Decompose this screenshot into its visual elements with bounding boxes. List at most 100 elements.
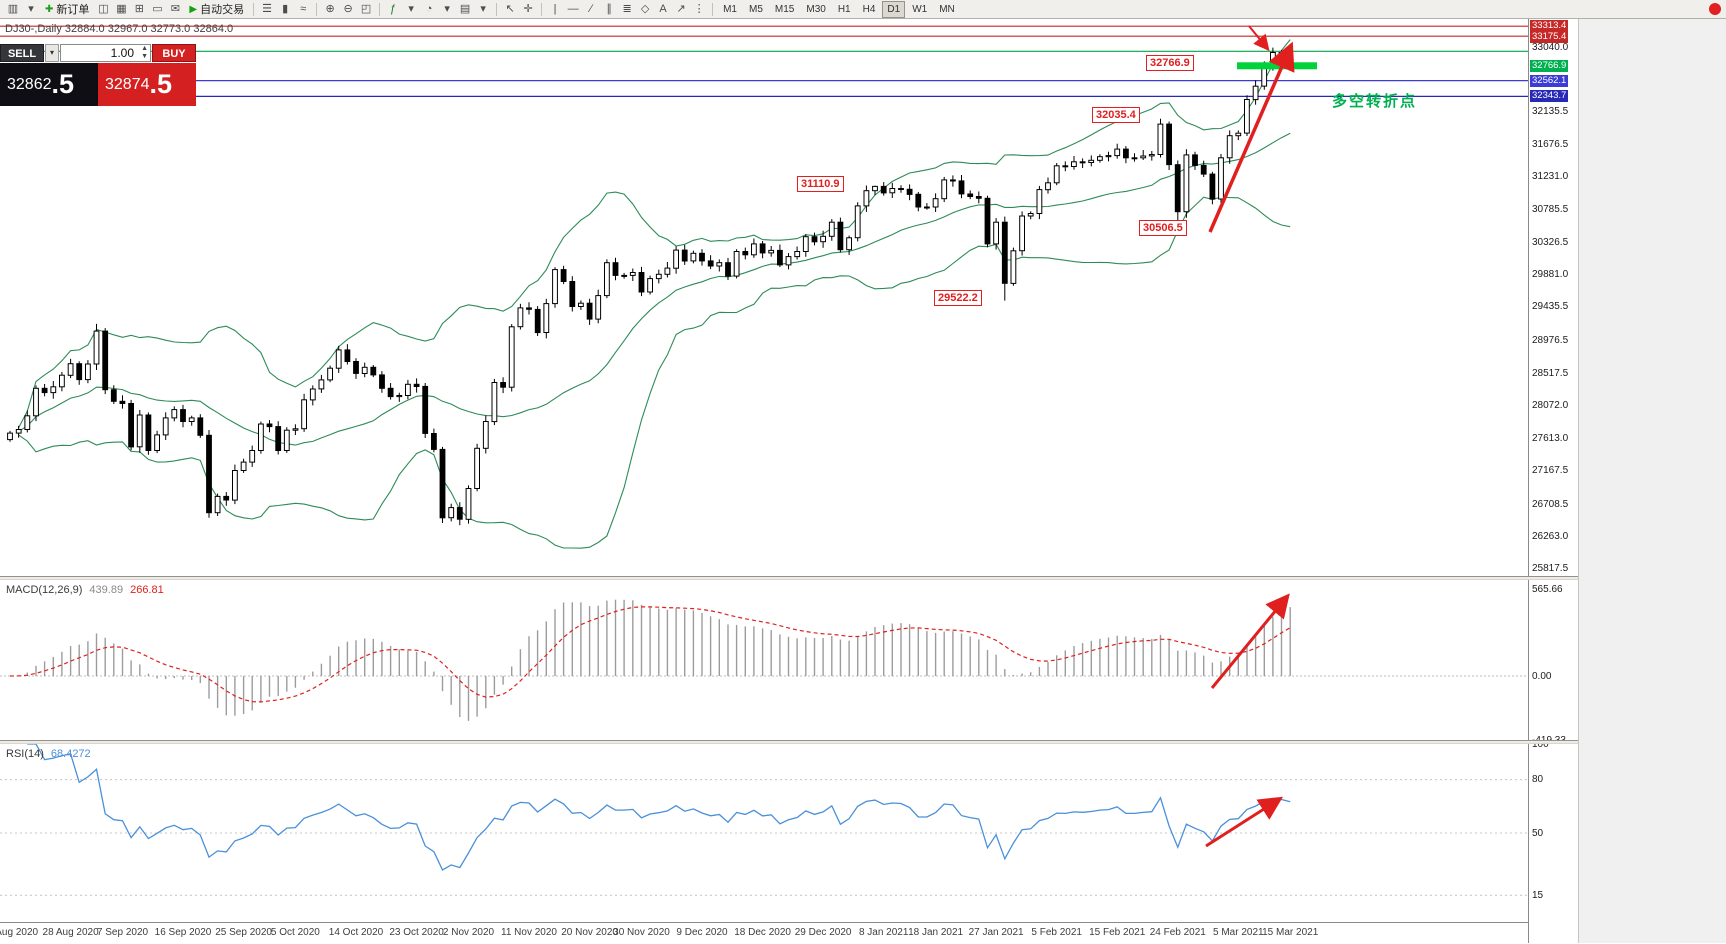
rsi-label: RSI(14) 68.4272 — [6, 748, 91, 760]
sell-button[interactable]: SELL — [0, 44, 44, 62]
terminal-icon[interactable]: ▭ — [152, 3, 163, 15]
toolbar-separator — [541, 2, 543, 16]
main-toolbar: ▥ ▾ ✚ 新订单 ◫ ▦ ⊞ ▭ ✉ ▶ 自动交易 ☰ ▮ ≈ ⊕ ⊖ ◰ ƒ ▾ ◔ ▾ ▤ ▾ ↖ ✛ | — ∕ ∥ ≣ ◇ A ↗ ⋮ M… — [0, 0, 1726, 19]
new-order-button[interactable]: ✚ 新订单 — [40, 1, 94, 17]
date-label: 19 Aug 2020 — [0, 927, 39, 938]
crosshair-icon[interactable]: ✛ — [523, 3, 533, 15]
periods-icon[interactable]: ◔ — [425, 3, 433, 15]
templates-dropdown-icon[interactable]: ▾ — [480, 3, 486, 15]
macd-label: MACD(12,26,9) 439.89 266.81 — [6, 584, 164, 596]
date-label: 5 Feb 2021 — [1031, 927, 1082, 938]
date-label: 20 Nov 2020 — [561, 927, 618, 938]
price-label: 31231.0 — [1532, 171, 1569, 183]
timeframe-w1[interactable]: W1 — [912, 3, 928, 15]
plus-icon: ✚ — [45, 3, 54, 15]
timeframe-h1[interactable]: H1 — [837, 3, 851, 15]
panel-splitter[interactable] — [0, 576, 1578, 580]
sell-price[interactable]: 32862.5 — [0, 63, 98, 106]
data-window-icon[interactable]: ▦ — [116, 3, 127, 15]
rsi-axis-label: 100 — [1532, 738, 1549, 750]
fibonacci-icon[interactable]: ≣ — [622, 3, 632, 15]
arrows-icon[interactable]: ↗ — [676, 3, 686, 15]
indicators-icon[interactable]: ƒ — [390, 3, 397, 15]
shapes-icon[interactable]: ◇ — [640, 3, 650, 15]
price-label: 27613.0 — [1532, 433, 1569, 445]
chart-ohlc-info: DJ30-,Daily 32884.0 32967.0 32773.0 3286… — [5, 23, 234, 35]
macd-name: MACD(12,26,9) — [6, 584, 83, 596]
price-tag: 32766.9 — [1530, 59, 1569, 72]
buy-price[interactable]: 32874.5 — [98, 63, 196, 106]
price-callout: 29522.2 — [934, 290, 982, 306]
price-axis[interactable]: 33313.4 33175.4 33040.0 32766.9 32562.1 32343… — [1528, 19, 1578, 943]
zoom-in-icon[interactable]: ⊕ — [325, 3, 335, 15]
notification-badge[interactable] — [1709, 3, 1721, 15]
date-label: 23 Oct 2020 — [389, 927, 444, 938]
timeframe-m1[interactable]: M1 — [723, 3, 737, 15]
price-label: 29435.5 — [1532, 301, 1569, 313]
volume-input[interactable]: 1.00 ▲ ▼ — [60, 44, 151, 62]
macd-chart[interactable] — [0, 580, 1528, 740]
buy-button[interactable]: BUY — [152, 44, 196, 62]
date-label: 27 Jan 2021 — [968, 927, 1024, 938]
rsi-indicator-panel[interactable] — [0, 744, 1528, 922]
more-tools-icon[interactable]: ⋮ — [693, 3, 705, 15]
templates-icon[interactable]: ▤ — [459, 3, 471, 15]
timeframe-mn[interactable]: MN — [939, 3, 955, 15]
date-label: 18 Jan 2021 — [908, 927, 964, 938]
new-order-button-label: 新订单 — [56, 4, 90, 16]
rsi-axis-label: 80 — [1532, 774, 1544, 786]
timeframe-m5[interactable]: M5 — [749, 3, 763, 15]
channel-icon[interactable]: ∥ — [606, 3, 612, 15]
new-chart-icon[interactable]: ▥ — [7, 3, 19, 15]
date-label: 7 Sep 2020 — [96, 927, 149, 938]
zoom-out-icon[interactable]: ⊖ — [343, 3, 353, 15]
horizontal-line-icon[interactable]: — — [567, 3, 579, 15]
timeframe-m15[interactable]: M15 — [774, 3, 795, 15]
rsi-chart[interactable] — [0, 744, 1528, 922]
empty-dock-area — [1578, 19, 1726, 943]
chart-bars-icon[interactable]: ☰ — [262, 3, 273, 15]
periods-dropdown-icon[interactable]: ▾ — [444, 3, 450, 15]
date-label: 29 Dec 2020 — [794, 927, 852, 938]
market-watch-icon[interactable]: ◫ — [98, 3, 109, 15]
price-tag: 33175.4 — [1530, 31, 1569, 44]
price-tag: 33313.4 — [1530, 20, 1569, 33]
chart-candles-icon[interactable]: ▮ — [282, 3, 289, 15]
volume-up-icon[interactable]: ▲ — [141, 45, 148, 52]
chart-annotation-text: 多空转折点 — [1332, 93, 1418, 110]
timeframe-h4[interactable]: H4 — [862, 3, 876, 15]
candlestick-chart[interactable] — [0, 19, 1528, 576]
price-label: 26708.5 — [1532, 498, 1569, 510]
toolbar-separator — [316, 2, 318, 16]
timeframe-d1[interactable]: D1 — [882, 0, 906, 18]
date-label: 28 Aug 2020 — [42, 927, 99, 938]
date-label: 8 Jan 2021 — [858, 927, 909, 938]
price-label: 33040.0 — [1532, 42, 1569, 54]
trendline-icon[interactable]: ∕ — [590, 3, 593, 15]
tile-windows-icon[interactable]: ◰ — [360, 3, 372, 15]
macd-main-value: 439.89 — [89, 584, 124, 596]
text-icon[interactable]: A — [659, 3, 667, 15]
cursor-icon[interactable]: ↖ — [505, 3, 515, 15]
price-label: 29881.0 — [1532, 269, 1569, 281]
autotrading-button[interactable]: ▶ 自动交易 — [184, 1, 249, 17]
chart-line-icon[interactable]: ≈ — [300, 3, 307, 15]
main-chart-plot[interactable] — [0, 19, 1528, 576]
volume-down-icon[interactable]: ▼ — [141, 53, 148, 60]
autotrading-button-label: 自动交易 — [200, 4, 245, 16]
timeframe-m30[interactable]: M30 — [806, 3, 826, 15]
vertical-line-icon[interactable]: | — [553, 3, 557, 15]
indicators-dropdown-icon[interactable]: ▾ — [408, 3, 414, 15]
price-label: 28072.0 — [1532, 400, 1569, 411]
navigator-icon[interactable]: ⊞ — [134, 3, 144, 15]
mailbox-icon[interactable]: ✉ — [170, 3, 180, 15]
date-label: 2 Nov 2020 — [442, 927, 495, 938]
date-label: 18 Dec 2020 — [734, 927, 791, 938]
macd-indicator-panel[interactable] — [0, 580, 1528, 740]
panel-splitter[interactable] — [0, 740, 1578, 744]
price-label: 32135.5 — [1532, 105, 1569, 117]
order-type-dropdown[interactable]: ▾ — [45, 44, 59, 62]
price-callout: 30506.5 — [1139, 220, 1187, 236]
chart-list-dropdown-icon[interactable]: ▾ — [28, 3, 34, 15]
